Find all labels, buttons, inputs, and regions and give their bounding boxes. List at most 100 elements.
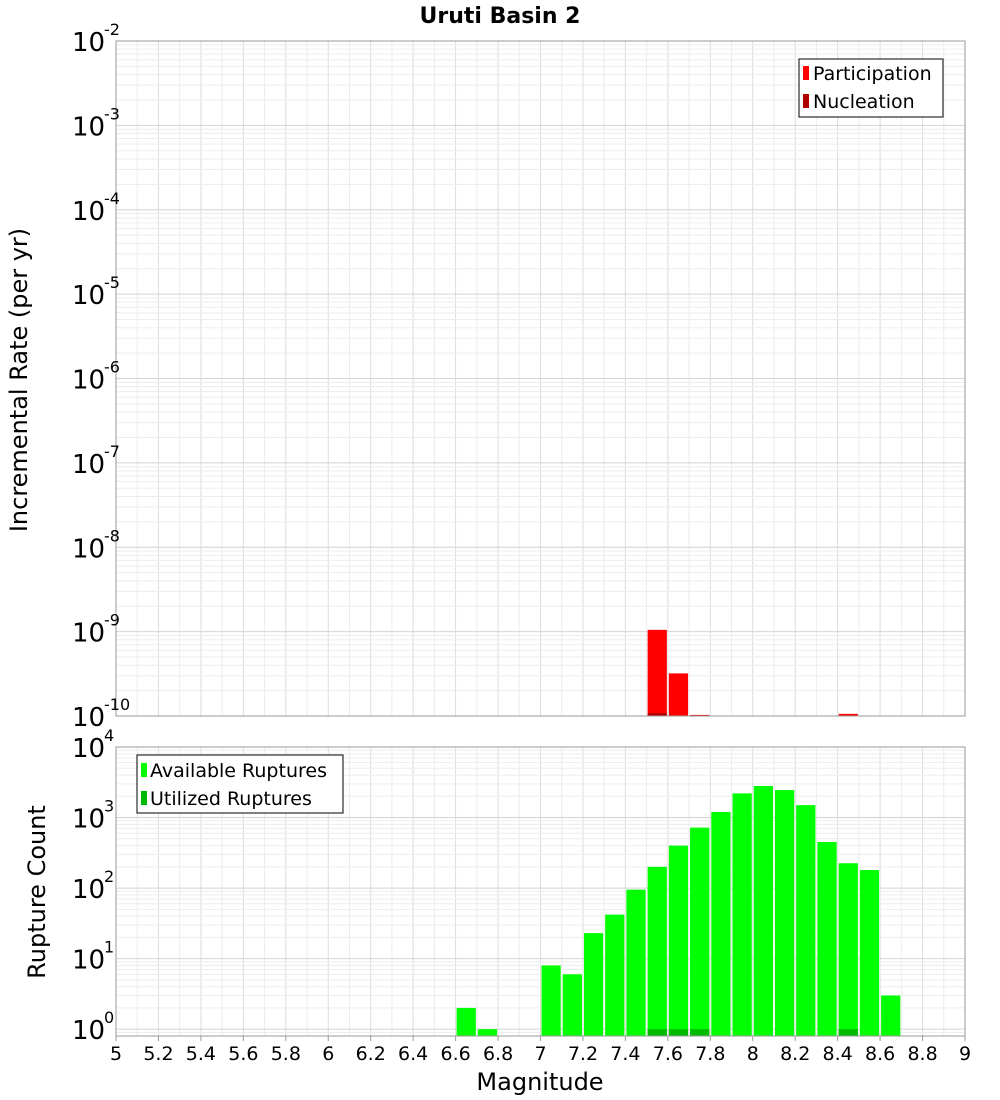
x-tick-label: 7.2 bbox=[568, 1043, 598, 1065]
top-ytick: 10-2 bbox=[72, 20, 120, 58]
top-y-axis-label: Incremental Rate (per yr) bbox=[5, 228, 33, 532]
bottom-bar-utilized-ruptures bbox=[690, 1029, 710, 1036]
top-legend-box bbox=[798, 58, 944, 118]
bottom-ytick-exponent: 0 bbox=[104, 1008, 114, 1027]
x-tick-label: 5.8 bbox=[271, 1043, 301, 1065]
top-ytick-exponent: -3 bbox=[104, 104, 120, 123]
x-tick-label: 8 bbox=[747, 1043, 759, 1065]
top-legend: Participation Nucleation bbox=[798, 58, 944, 118]
x-tick-label: 5.4 bbox=[186, 1043, 216, 1065]
x-axis-ticks: 5 5.2 5.4 5.6 5.8 6 6.2 6.4 6.6 6.8 7 7.2 7.4 7.6 7.8 8… bbox=[110, 1036, 971, 1065]
top-ytick-exponent: -2 bbox=[104, 20, 120, 39]
x-tick-label: 7 bbox=[534, 1043, 546, 1065]
bottom-bar-available-ruptures bbox=[753, 785, 773, 1036]
bottom-ytick: 102 bbox=[72, 867, 114, 905]
top-ytick-exponent: -6 bbox=[104, 358, 120, 377]
top-ytick-base: 10 bbox=[72, 28, 105, 58]
top-bar-nucleation bbox=[647, 713, 667, 716]
top-ytick-base: 10 bbox=[72, 197, 105, 227]
legend-label-nucleation: Nucleation bbox=[813, 91, 915, 113]
bottom-ytick: 104 bbox=[72, 726, 114, 764]
bottom-bar-available-ruptures bbox=[859, 870, 880, 1036]
top-ytick-exponent: -10 bbox=[104, 695, 130, 714]
bottom-ytick: 103 bbox=[72, 797, 114, 835]
top-bar-participation bbox=[690, 714, 710, 716]
x-tick-label: 6 bbox=[322, 1043, 334, 1065]
bottom-bar-available-ruptures bbox=[626, 889, 646, 1036]
x-tick-label: 7.6 bbox=[653, 1043, 683, 1065]
x-tick-label: 5.2 bbox=[143, 1043, 173, 1065]
top-ytick: 10-8 bbox=[72, 526, 120, 564]
x-tick-label: 6.4 bbox=[398, 1043, 428, 1065]
top-ytick-exponent: -5 bbox=[104, 273, 120, 292]
x-tick-label: 6.2 bbox=[356, 1043, 386, 1065]
bottom-bar-utilized-ruptures bbox=[647, 1029, 667, 1036]
bottom-legend-box bbox=[136, 754, 344, 814]
top-bar-participation bbox=[838, 713, 858, 716]
bottom-y-axis-label: Rupture Count bbox=[23, 805, 51, 979]
x-tick-label: 8.6 bbox=[865, 1043, 895, 1065]
top-ytick: 10-5 bbox=[72, 273, 120, 311]
bottom-ytick-base: 10 bbox=[72, 875, 105, 905]
top-ytick: 10-4 bbox=[72, 189, 120, 227]
x-tick-label: 6.6 bbox=[440, 1043, 470, 1065]
top-ytick: 10-6 bbox=[72, 358, 120, 396]
x-tick-label: 8.2 bbox=[780, 1043, 810, 1065]
bottom-bar-available-ruptures bbox=[647, 866, 667, 1036]
bottom-bar-available-ruptures bbox=[541, 965, 561, 1036]
x-tick-label: 6.8 bbox=[483, 1043, 513, 1065]
top-ytick-base: 10 bbox=[72, 534, 105, 564]
bottom-ytick: 101 bbox=[72, 938, 114, 976]
x-axis-label: Magnitude bbox=[476, 1068, 603, 1096]
bottom-bar-available-ruptures bbox=[690, 827, 710, 1036]
top-plot-bars bbox=[647, 629, 858, 716]
top-plot-grid bbox=[115, 40, 966, 717]
bottom-bar-available-ruptures bbox=[732, 793, 752, 1036]
top-plot-frame bbox=[115, 40, 966, 717]
bottom-bar-available-ruptures bbox=[711, 811, 731, 1036]
top-ytick: 10-3 bbox=[72, 104, 120, 142]
top-ytick-exponent: -8 bbox=[104, 526, 120, 545]
x-tick-label: 9 bbox=[959, 1043, 971, 1065]
top-ytick: 10-10 bbox=[72, 695, 130, 733]
top-bar-participation bbox=[647, 629, 667, 716]
bottom-ytick-base: 10 bbox=[72, 1016, 105, 1046]
bottom-ytick-exponent: 3 bbox=[104, 797, 114, 816]
x-tick-label: 7.8 bbox=[695, 1043, 725, 1065]
bottom-ytick-exponent: 1 bbox=[104, 938, 114, 957]
bottom-ytick-base: 10 bbox=[72, 805, 105, 835]
x-tick-label: 8.4 bbox=[823, 1043, 853, 1065]
x-tick-label: 5 bbox=[110, 1043, 122, 1065]
bottom-ytick-exponent: 2 bbox=[104, 867, 114, 886]
top-ytick-exponent: -9 bbox=[104, 611, 120, 630]
legend-swatch-available-ruptures bbox=[141, 763, 147, 777]
bottom-bar-available-ruptures bbox=[668, 845, 689, 1036]
bottom-bar-available-ruptures bbox=[796, 805, 816, 1036]
bottom-bar-available-ruptures bbox=[817, 842, 837, 1036]
bottom-bar-available-ruptures bbox=[605, 914, 625, 1036]
top-ytick-base: 10 bbox=[72, 112, 105, 142]
top-ytick-exponent: -4 bbox=[104, 189, 120, 208]
top-ytick-base: 10 bbox=[72, 281, 105, 311]
bottom-bar-available-ruptures bbox=[477, 1029, 498, 1036]
top-bar-participation bbox=[668, 673, 689, 716]
bottom-bar-available-ruptures bbox=[562, 974, 582, 1036]
legend-swatch-participation bbox=[803, 66, 809, 80]
bottom-plot-bars bbox=[456, 785, 901, 1036]
bottom-ytick-exponent: 4 bbox=[104, 726, 114, 745]
top-ytick-exponent: -7 bbox=[104, 442, 120, 461]
bottom-bar-utilized-ruptures bbox=[668, 1029, 689, 1036]
legend-swatch-utilized-ruptures bbox=[141, 791, 147, 805]
top-ytick-base: 10 bbox=[72, 366, 105, 396]
chart-title: Uruti Basin 2 bbox=[420, 4, 581, 29]
x-tick-label: 7.4 bbox=[610, 1043, 640, 1065]
top-ytick-base: 10 bbox=[72, 450, 105, 480]
top-ytick: 10-9 bbox=[72, 611, 120, 649]
x-tick-label: 5.6 bbox=[228, 1043, 258, 1065]
top-ytick-base: 10 bbox=[72, 703, 105, 733]
bottom-ytick-base: 10 bbox=[72, 734, 105, 764]
x-tick-label: 8.8 bbox=[907, 1043, 937, 1065]
legend-label-available-ruptures: Available Ruptures bbox=[150, 760, 327, 782]
